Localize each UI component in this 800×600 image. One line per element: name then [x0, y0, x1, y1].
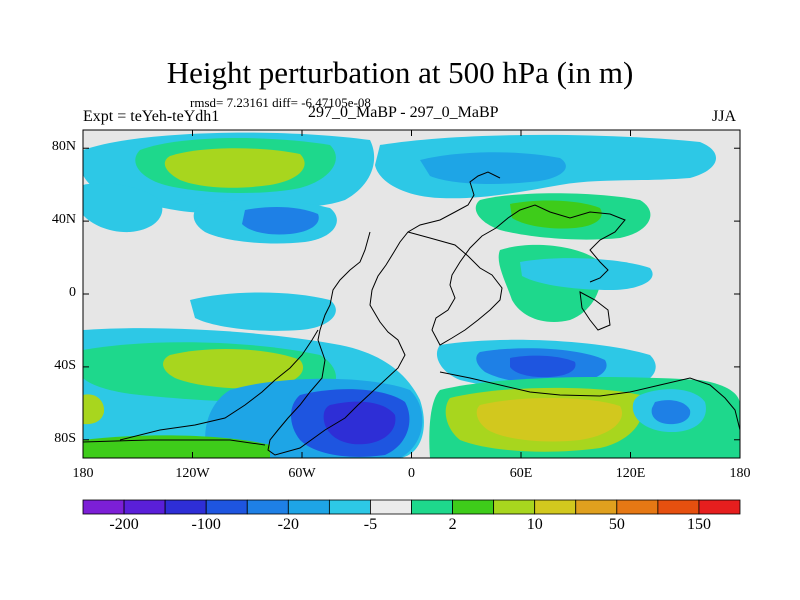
- colorbar: [82, 499, 741, 515]
- coastline-americas: [267, 171, 501, 456]
- coastlines: [82, 171, 741, 456]
- colorbar-swatch: [123, 499, 166, 515]
- colorbar-swatch: [616, 499, 659, 515]
- x-tick-label: 0: [408, 466, 415, 481]
- stats-line: rmsd= 7.23161 diff= -6.47105e-08: [190, 95, 371, 110]
- contour-mid-asia-core: [510, 200, 602, 229]
- coastline-eurasia: [407, 204, 626, 346]
- colorbar-label: -200: [109, 516, 139, 533]
- contour-field: [83, 132, 740, 458]
- contour-pacific-low-core: [242, 206, 319, 235]
- colorbar-label: 150: [686, 516, 711, 533]
- contour-south-indian-deep: [510, 355, 576, 378]
- colorbar-swatch: [246, 499, 289, 515]
- contour-south-high-core: [476, 397, 623, 442]
- colorbar-swatch: [287, 499, 330, 515]
- coastline-antarctica: [82, 371, 741, 446]
- y-tick-label: 80N: [51, 139, 76, 155]
- contour-south-pacific-blue-core: [651, 400, 691, 425]
- x-tick-label: 180: [72, 466, 94, 481]
- colorbar-label: 2: [448, 516, 457, 533]
- run-label: 297_0_MaBP - 297_0_MaBP: [308, 104, 499, 121]
- colorbar-swatch: [534, 499, 577, 515]
- season-label: JJA: [712, 108, 737, 125]
- contour-eurasia-low: [420, 152, 566, 184]
- contour-south-atl-deep: [323, 401, 396, 445]
- y-tick-label: 40N: [51, 212, 76, 228]
- colorbar-swatch: [575, 499, 618, 515]
- x-tick-label: 120W: [175, 466, 210, 481]
- colorbar-swatch: [205, 499, 248, 515]
- plot-title: Height perturbation at 500 hPa (in m): [166, 55, 634, 90]
- contour-equatorial-pacific: [190, 292, 336, 331]
- colorbar-swatch: [370, 499, 412, 515]
- colorbar-label: 10: [526, 516, 543, 533]
- y-tick-label: 80S: [54, 430, 76, 446]
- contour-west-edge-yellow: [83, 394, 105, 425]
- axis-ticks: [82, 130, 741, 458]
- colorbar-swatch: [698, 499, 741, 515]
- y-tick-label: 0: [69, 285, 76, 300]
- colorbar-swatch: [411, 499, 453, 515]
- colorbar-swatch: [657, 499, 700, 515]
- colorbar-swatch: [452, 499, 495, 515]
- x-tick-label: 120E: [615, 466, 646, 481]
- x-tick-label: 60E: [509, 466, 533, 481]
- colorbar-swatch: [82, 499, 125, 515]
- colorbar-swatch: [164, 499, 207, 515]
- colorbar-label: 50: [608, 516, 625, 533]
- contour-south-yellow: [163, 348, 304, 389]
- contour-north-core: [164, 148, 305, 188]
- colorbar-swatch: [328, 499, 371, 515]
- contour-west-pacific: [83, 183, 163, 233]
- coastline-australia: [579, 291, 611, 331]
- colorbar-label: -100: [191, 516, 221, 533]
- experiment-label: Expt = teYeh-teYdh1: [83, 108, 220, 125]
- coastline-south-america-south: [119, 329, 319, 441]
- x-tick-label: 60W: [288, 466, 316, 481]
- y-tick-label: 40S: [54, 357, 76, 373]
- colorbar-swatch: [493, 499, 536, 515]
- x-tick-label: 180: [729, 466, 751, 481]
- colorbar-label: -20: [277, 516, 299, 533]
- colorbar-label: -5: [363, 516, 378, 533]
- contour-indian-ocean: [520, 258, 653, 290]
